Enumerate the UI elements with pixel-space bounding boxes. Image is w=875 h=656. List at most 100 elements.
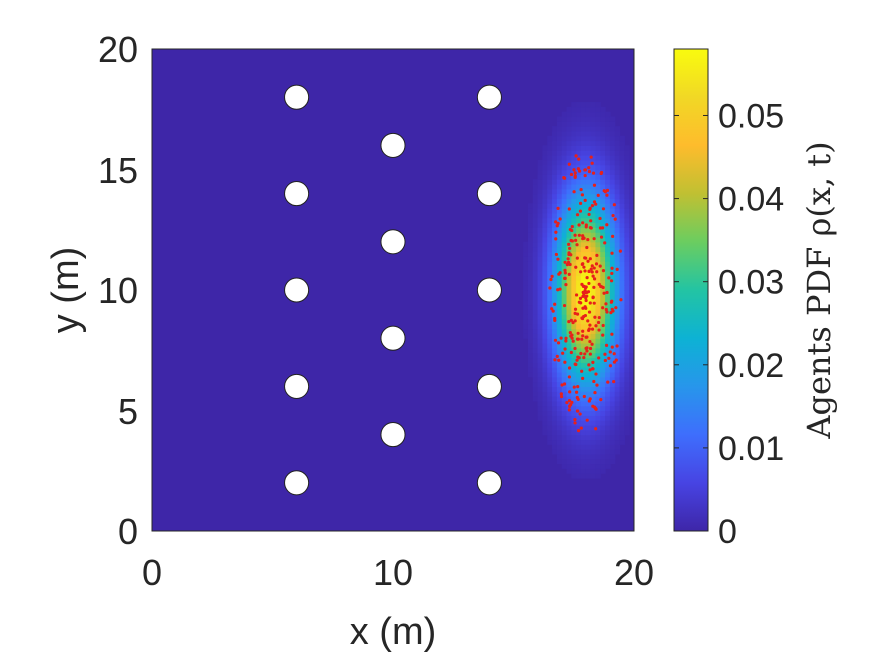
density-cell — [532, 198, 539, 204]
agent-point — [588, 257, 592, 261]
density-cell — [609, 294, 616, 301]
x-axis: 0 10 20 x (m) — [142, 552, 654, 653]
density-cell — [571, 405, 577, 412]
density-cell — [580, 458, 587, 465]
density-cell — [595, 150, 601, 156]
density-cell — [624, 227, 630, 233]
density-cell — [576, 261, 582, 267]
density-cell — [595, 236, 601, 243]
density-cell — [571, 381, 577, 387]
density-cell — [609, 386, 616, 392]
density-cell — [576, 135, 582, 142]
density-cell — [580, 362, 587, 368]
density-cell — [624, 352, 630, 359]
agent-point — [587, 169, 592, 174]
obstacle-marker — [284, 84, 310, 110]
density-cell — [556, 434, 563, 441]
density-cell — [571, 323, 577, 330]
density-cell — [547, 251, 553, 257]
agent-point — [599, 170, 604, 175]
density-cell — [580, 463, 587, 469]
density-cell — [556, 304, 563, 310]
density-cell — [542, 304, 548, 310]
density-cell — [624, 323, 630, 330]
density-cell — [566, 376, 572, 383]
density-cell — [600, 347, 606, 354]
density-cell — [527, 256, 534, 262]
density-cell — [566, 145, 572, 151]
density-cell — [585, 391, 592, 397]
density-cell — [532, 367, 539, 373]
density-cell — [629, 386, 634, 392]
density-cell — [590, 381, 597, 387]
density-cell — [566, 420, 572, 426]
density-cell — [576, 116, 582, 122]
density-cell — [605, 420, 611, 426]
agent-point — [571, 339, 575, 343]
density-cell — [561, 261, 568, 267]
density-cell — [595, 434, 601, 441]
density-cell — [609, 280, 616, 286]
agent-point — [572, 168, 576, 172]
density-cell — [590, 318, 597, 325]
density-cell — [595, 251, 601, 257]
density-cell — [561, 463, 568, 469]
density-cell — [609, 116, 616, 122]
density-cell — [556, 140, 563, 146]
density-cell — [532, 328, 539, 334]
density-cell — [605, 304, 611, 310]
density-cell — [566, 343, 572, 349]
density-cell — [614, 400, 621, 407]
density-cell — [542, 294, 548, 301]
density-cell — [600, 458, 606, 465]
density-cell — [590, 444, 597, 450]
density-cell — [600, 150, 606, 156]
density-cell — [609, 371, 616, 378]
density-cell — [542, 265, 548, 272]
density-cell — [595, 439, 601, 445]
density-cell — [566, 367, 572, 373]
density-cell — [624, 188, 630, 195]
density-cell — [605, 261, 611, 267]
density-cell — [614, 449, 621, 455]
density-cell — [552, 164, 558, 171]
density-cell — [532, 232, 539, 238]
density-cell — [571, 333, 577, 339]
density-cell — [537, 357, 544, 363]
density-cell — [571, 121, 577, 127]
density-cell — [619, 299, 625, 306]
density-cell — [609, 323, 616, 330]
agent-point — [601, 323, 605, 328]
density-cell — [600, 275, 606, 281]
density-cell — [537, 371, 544, 378]
density-cell — [634, 184, 639, 189]
density-cell — [600, 362, 606, 368]
y-tick-label: 20 — [98, 29, 138, 70]
agent-point — [592, 277, 597, 281]
agent-point — [576, 429, 581, 433]
agent-point — [575, 390, 579, 394]
density-cell — [590, 386, 597, 392]
density-cell — [576, 453, 582, 460]
density-cell — [542, 217, 548, 224]
density-cell — [585, 371, 592, 378]
density-cell — [580, 323, 587, 330]
density-cell — [614, 126, 621, 132]
density-cell — [552, 126, 558, 132]
density-cell — [605, 458, 611, 465]
density-cell — [556, 145, 563, 151]
density-cell — [590, 328, 597, 334]
density-cell — [585, 208, 592, 214]
density-cell — [600, 357, 606, 363]
density-cell — [595, 333, 601, 339]
density-cell — [605, 444, 611, 450]
density-cell — [547, 352, 553, 359]
density-cell — [609, 198, 616, 204]
density-cell — [552, 381, 558, 387]
density-cell — [561, 318, 568, 325]
density-cell — [571, 458, 577, 465]
density-cell — [624, 280, 630, 286]
density-cell — [605, 362, 611, 368]
density-cell — [619, 208, 625, 214]
density-cell — [580, 246, 587, 253]
